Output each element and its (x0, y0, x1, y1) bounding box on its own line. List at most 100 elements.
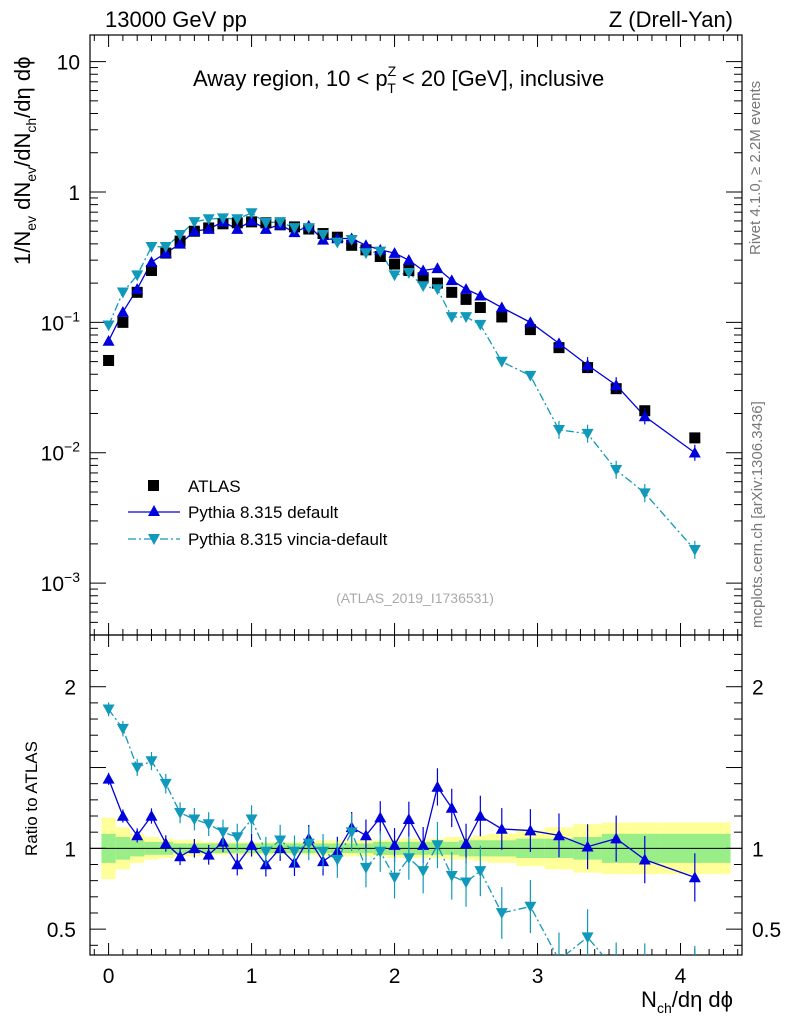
plot-layer: 0 1 2 3 4 10 1 10−1 10−2 10−3 0.5 0.5 1 1 2 2 (41, 34, 781, 988)
ratio-y-tick-label: 0.5 (47, 919, 76, 942)
default-data-point (688, 446, 701, 458)
atlas-data-point (496, 311, 508, 323)
vincia-data-point (374, 246, 387, 258)
default-data-point (245, 214, 258, 226)
vincia-data-point (359, 248, 372, 260)
vincia-data-point (116, 287, 129, 299)
default-ratio-line (107, 778, 696, 879)
default-ratio-point (431, 780, 444, 792)
atlas-data-point (145, 264, 157, 276)
default-ratio-point (374, 811, 387, 823)
vincia-ratio-point (202, 819, 215, 831)
vincia-ratio-point (445, 871, 458, 882)
vincia-data-point (259, 218, 272, 229)
vincia-ratio-point (495, 908, 508, 919)
default-ratio-point (116, 810, 129, 821)
bottom-panel-frame (89, 634, 743, 956)
vincia-ratio-point (345, 827, 358, 839)
vincia-data-point (302, 223, 315, 234)
top-y-tick-label: 10−2 (41, 439, 81, 466)
analysis-watermark: (ATLAS_2019_I1736531) (336, 590, 494, 606)
vincia-ratio-point (331, 854, 344, 866)
ratio-y-tick-label-right: 0.5 (752, 919, 781, 942)
default-data-point (610, 379, 623, 390)
vincia-ratio-point (302, 838, 315, 850)
vincia-ratio-point (102, 704, 115, 716)
default-data-point (638, 410, 651, 422)
vincia-ratio-point (359, 862, 372, 874)
mcplots-text: mcplots.cern.ch [arXiv:1306.3436] (749, 401, 766, 628)
default-ratio-point (231, 858, 244, 870)
default-data-point (431, 262, 444, 274)
vincia-data-point (431, 284, 444, 296)
ratio-y-tick-label: 2 (64, 677, 76, 700)
vincia-data-point (245, 208, 258, 219)
top-y-tick-label: 10−3 (41, 569, 81, 596)
atlas-data-point (474, 302, 486, 314)
default-ratio-point (524, 824, 537, 836)
vincia-data-point (417, 281, 430, 293)
default-data-point (116, 306, 129, 317)
x-tick-label: 4 (675, 965, 687, 988)
default-ratio-point (402, 813, 415, 825)
default-ratio-point (445, 801, 458, 813)
x-tick-label: 2 (389, 965, 401, 988)
legend-atlas-marker (148, 480, 159, 491)
default-ratio-point (202, 848, 215, 860)
vincia-ratio-point (159, 778, 172, 790)
default-data-point (474, 289, 487, 301)
vincia-data-point (581, 428, 594, 440)
vincia-data-point (274, 217, 287, 228)
vincia-data-point (216, 213, 229, 225)
vincia-ratio-point (116, 723, 129, 735)
atlas-data-point (524, 324, 536, 336)
vincia-data-point (317, 229, 330, 241)
legend-default-label: Pythia 8.315 default (188, 503, 339, 522)
vincia-ratio-point (402, 853, 415, 865)
default-data-point (417, 264, 430, 276)
vincia-data-point (552, 424, 565, 436)
default-data-point (581, 359, 594, 370)
atlas-data-point (689, 432, 701, 444)
atlas-data-point (446, 286, 458, 298)
vincia-data-point (202, 214, 215, 226)
vincia-data-point (188, 217, 201, 228)
default-data-point (359, 239, 372, 251)
vincia-ratio-point (188, 814, 201, 826)
header-right: Z (Drell-Yan) (609, 7, 733, 32)
vincia-ratio-point (431, 840, 444, 852)
vincia-series-line (107, 212, 696, 551)
vincia-ratio-point (131, 762, 144, 774)
top-y-tick-label: 10−1 (41, 308, 81, 335)
default-data-point (524, 316, 537, 328)
y-axis-label-bottom: Ratio to ATLAS (22, 741, 41, 856)
vincia-data-point (445, 312, 458, 323)
default-ratio-point (174, 850, 187, 862)
default-data-point (445, 274, 458, 286)
x-tick-label: 1 (246, 965, 258, 988)
default-ratio-point (245, 839, 258, 850)
vincia-data-point (638, 488, 651, 500)
default-ratio-point (388, 839, 401, 850)
vincia-data-point (495, 356, 508, 368)
default-ratio-point (638, 853, 651, 865)
default-data-point (102, 334, 115, 346)
vincia-data-point (231, 214, 244, 226)
legend: ATLAS Pythia 8.315 default Pythia 8.315 … (128, 477, 388, 549)
default-ratio-point (495, 822, 508, 834)
vincia-data-point (688, 545, 701, 556)
atlas-data-point (103, 354, 115, 366)
vincia-ratio-point (553, 955, 565, 966)
vincia-data-point (174, 229, 187, 241)
atlas-data-point (460, 293, 472, 305)
atlas-data-point (431, 277, 443, 289)
atlas-data-point (417, 272, 429, 284)
vincia-ratio-point (524, 901, 537, 913)
ratio-panel-series (102, 702, 701, 966)
default-ratio-point (688, 871, 701, 883)
vincia-data-point (102, 320, 115, 332)
bottom-y-axis-ticks: 0.5 0.5 1 1 2 2 (47, 653, 781, 946)
plot-title: Away region, 10 < pZ T < 20 [GeV], inclus… (193, 63, 604, 96)
legend-default-marker (148, 505, 160, 516)
legend-atlas-label: ATLAS (188, 477, 241, 496)
